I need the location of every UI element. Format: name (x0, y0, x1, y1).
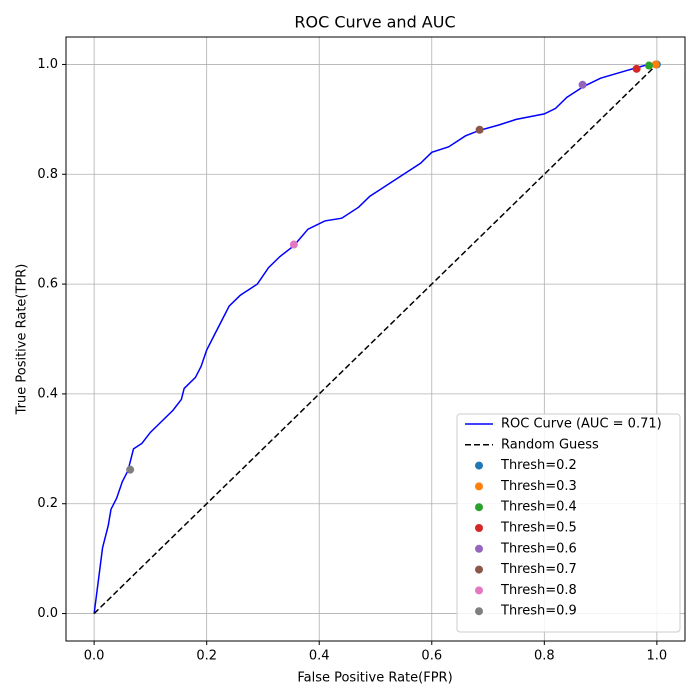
threshold-point (289, 240, 298, 249)
legend-swatch (475, 544, 483, 553)
legend-label: Thresh=0.6 (500, 541, 577, 556)
legend-swatch (475, 461, 483, 470)
threshold-point (475, 125, 484, 134)
threshold-point (632, 64, 641, 73)
x-axis-label: False Positive Rate(FPR) (297, 671, 452, 686)
legend-swatch (475, 503, 483, 512)
y-tick-label: 0.6 (37, 277, 58, 292)
chart-title: ROC Curve and AUC (294, 13, 455, 32)
legend-box (456, 413, 681, 633)
legend-swatch (475, 586, 483, 595)
threshold-point (651, 60, 660, 69)
threshold-point (578, 80, 587, 89)
y-tick-label: 0.2 (37, 496, 58, 511)
x-tick-label: 0.8 (534, 649, 555, 664)
legend-label: Thresh=0.9 (500, 604, 577, 619)
x-tick-label: 0.0 (84, 649, 105, 664)
legend-label: Thresh=0.8 (500, 583, 577, 598)
y-tick-label: 0.0 (37, 606, 58, 621)
legend: ROC Curve (AUC = 0.71) Random Guess Thresh… (456, 413, 681, 633)
legend-swatch (475, 565, 483, 574)
plot-frame (65, 36, 686, 642)
legend-label: Thresh=0.5 (500, 521, 577, 536)
legend-label: ROC Curve (AUC = 0.71) (501, 417, 662, 432)
threshold-point (126, 465, 135, 474)
x-tick-label: 1.0 (647, 649, 668, 664)
legend-swatch (475, 482, 483, 491)
x-tick-label: 0.6 (421, 649, 442, 664)
y-tick-label: 0.8 (37, 167, 58, 182)
y-tick-label: 0.4 (37, 386, 58, 401)
series-line (93, 63, 658, 615)
y-axis-label: True Positive Rate(TPR) (15, 264, 30, 416)
legend-swatch (475, 607, 483, 616)
legend-label: Thresh=0.7 (500, 562, 577, 577)
x-tick-label: 0.4 (309, 649, 330, 664)
legend-label: Thresh=0.3 (500, 479, 577, 494)
legend-label: Random Guess (501, 437, 599, 452)
legend-label: Thresh=0.2 (500, 458, 577, 473)
x-tick-label: 0.2 (196, 649, 217, 664)
y-tick-label: 1.0 (37, 57, 58, 72)
legend-label: Thresh=0.4 (500, 500, 577, 515)
threshold-point (644, 61, 653, 70)
legend-swatch (475, 524, 483, 532)
